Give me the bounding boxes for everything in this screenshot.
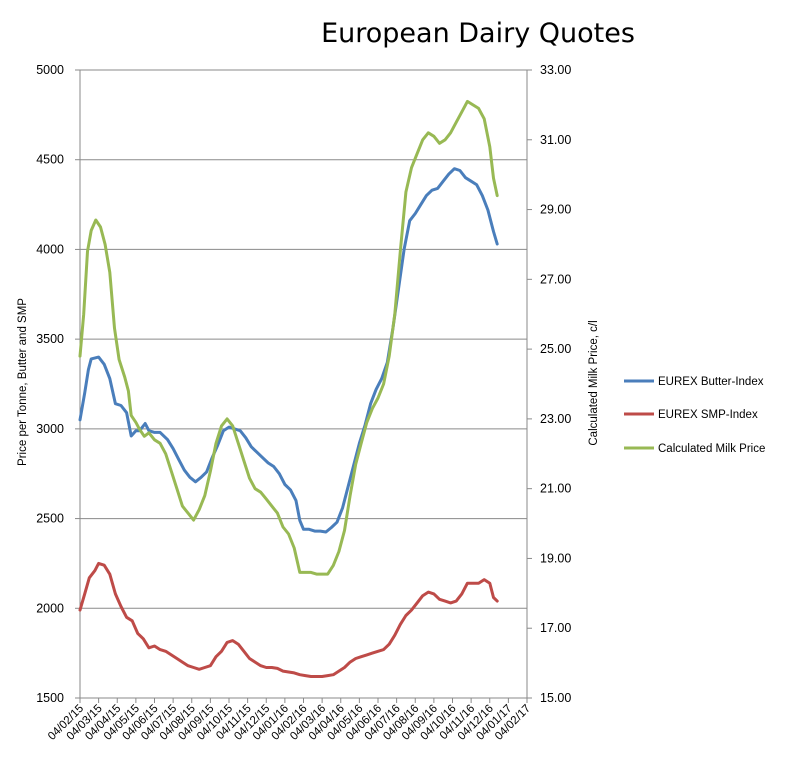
series-line-2	[78, 99, 499, 576]
secondary-y-axis-label: Calculated Milk Price, c/l	[588, 320, 600, 445]
right-tick-label-27.00: 27.00	[540, 272, 571, 286]
legend-label-2: Calculated Milk Price	[658, 443, 765, 455]
right-tick-label-19.00: 19.00	[540, 551, 571, 565]
x-axis-ticks: 04/02/1504/03/1504/04/1504/05/1504/06/15…	[46, 698, 533, 743]
right-tick-label-17.00: 17.00	[540, 621, 571, 635]
series-line-0	[78, 167, 499, 534]
right-axis-ticks: 15.00 17.00 19.00 21.00 23.00 25.00 27.00 29.00…	[527, 63, 571, 705]
left-tick-label-4000: 4000	[36, 242, 64, 256]
axes	[79, 70, 528, 699]
left-tick-label-4500: 4500	[36, 153, 64, 167]
legend-label-0: EUREX Butter-Index	[658, 376, 764, 388]
left-tick-label-2500: 2500	[36, 512, 64, 526]
right-tick-label-25.00: 25.00	[540, 342, 571, 356]
legend-label-1: EUREX SMP-Index	[658, 409, 758, 421]
y-axis-label: Price per Tonne, Butter and SMP	[17, 298, 29, 466]
right-tick-label-33.00: 33.00	[540, 63, 571, 77]
right-tick-label-21.00: 21.00	[540, 482, 571, 496]
left-tick-label-3500: 3500	[36, 332, 64, 346]
left-axis-ticks: 1500 2000 2500 3000 3500 4000 4500 5000	[36, 63, 80, 705]
legend: EUREX Butter-Index EUREX SMP-Index Calcula…	[624, 376, 765, 455]
left-tick-label-2000: 2000	[36, 601, 64, 615]
left-tick-label-1500: 1500	[36, 691, 64, 705]
right-tick-label-23.00: 23.00	[540, 412, 571, 426]
right-tick-label-15.00: 15.00	[540, 691, 571, 705]
series-lines	[78, 99, 499, 678]
gridlines	[80, 69, 527, 609]
series-line-1	[78, 561, 499, 678]
right-tick-label-29.00: 29.00	[540, 203, 571, 217]
left-tick-label-3000: 3000	[36, 422, 64, 436]
chart-title: European Dairy Quotes	[321, 18, 635, 49]
right-tick-label-31.00: 31.00	[540, 133, 571, 147]
left-tick-label-5000: 5000	[36, 63, 64, 77]
